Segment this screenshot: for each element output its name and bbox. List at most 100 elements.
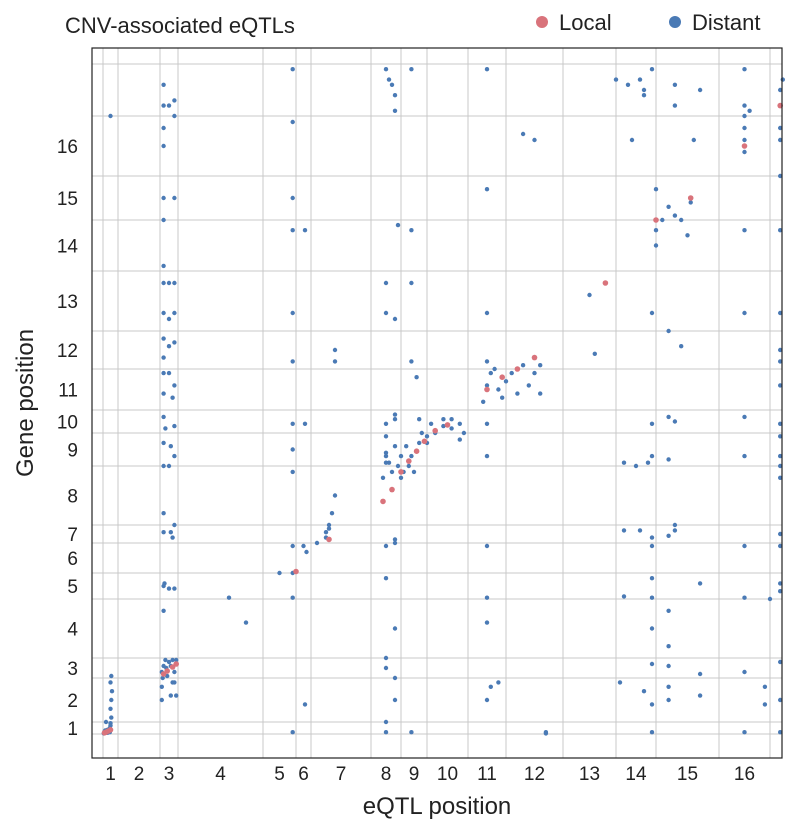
distant-eqtl-point [411, 469, 417, 475]
distant-eqtl-point [383, 460, 389, 465]
distant-eqtl-point [161, 440, 166, 446]
y-axis-label: Gene position [12, 329, 39, 477]
local-eqtl-point [741, 143, 748, 149]
distant-eqtl-point [161, 511, 166, 516]
local-eqtl-point [444, 422, 451, 428]
distant-eqtl-point [778, 434, 783, 439]
distant-eqtl-point [332, 347, 338, 353]
distant-eqtl-point [742, 669, 747, 675]
distant-eqtl-point [392, 697, 398, 703]
distant-eqtl-point [326, 526, 332, 531]
distant-eqtl-point [161, 463, 166, 469]
distant-eqtl-point [649, 310, 655, 316]
distant-eqtl-point [679, 217, 684, 223]
distant-eqtl-point [621, 528, 627, 533]
distant-eqtl-point [742, 414, 747, 420]
distant-eqtl-point [649, 702, 655, 707]
distant-eqtl-point [161, 125, 166, 131]
distant-eqtl-point [672, 522, 678, 528]
distant-eqtl-point [383, 730, 389, 735]
data-points [101, 67, 785, 736]
distant-eqtl-point [641, 689, 647, 694]
distant-eqtl-point [666, 457, 671, 462]
legend-marker-distant [669, 16, 681, 28]
distant-eqtl-point [389, 82, 395, 88]
local-eqtl-point [293, 568, 299, 575]
distant-eqtl-point [170, 535, 175, 540]
distant-eqtl-point [778, 359, 783, 364]
distant-eqtl-point [672, 419, 678, 424]
distant-eqtl-point [666, 684, 671, 689]
distant-eqtl-point [172, 280, 177, 286]
distant-eqtl-point [649, 626, 655, 631]
distant-eqtl-point [161, 82, 166, 88]
local-eqtl-point [653, 217, 659, 223]
distant-eqtl-point [697, 581, 703, 586]
distant-eqtl-point [484, 620, 490, 625]
distant-eqtl-point [637, 77, 643, 82]
distant-eqtl-point [441, 417, 446, 422]
distant-eqtl-point [392, 108, 398, 114]
distant-eqtl-point [172, 586, 177, 591]
distant-eqtl-point [398, 475, 404, 480]
y-tick-label: 7 [67, 525, 78, 546]
distant-eqtl-point [383, 665, 389, 671]
local-eqtl-point [514, 366, 521, 372]
x-axis-label: eQTL position [363, 793, 512, 819]
distant-eqtl-point [162, 581, 167, 586]
local-eqtl-point [164, 668, 170, 674]
distant-eqtl-point [621, 460, 627, 465]
distant-eqtl-point [290, 359, 295, 364]
distant-eqtl-point [392, 444, 398, 449]
distant-eqtl-point [163, 426, 168, 431]
distant-eqtl-point [383, 280, 389, 286]
distant-eqtl-point [532, 137, 537, 143]
distant-eqtl-point [526, 383, 531, 388]
distant-eqtl-point [166, 103, 172, 108]
distant-eqtl-point [649, 576, 655, 581]
distant-eqtl-point [170, 395, 175, 400]
distant-eqtl-point [414, 375, 419, 380]
x-tick-label: 6 [298, 764, 309, 785]
x-tick-label: 9 [409, 764, 420, 785]
y-tick-label: 12 [57, 341, 78, 362]
distant-eqtl-point [617, 680, 623, 685]
x-tick-label: 14 [625, 764, 647, 785]
distant-eqtl-point [449, 426, 454, 431]
distant-eqtl-point [277, 570, 282, 576]
distant-eqtl-point [161, 280, 166, 286]
distant-eqtl-point [172, 340, 177, 345]
x-tick-label: 13 [579, 764, 600, 785]
distant-eqtl-point [302, 228, 308, 233]
legend: Local Distant [536, 10, 760, 35]
distant-eqtl-point [168, 444, 173, 449]
distant-eqtl-point [392, 417, 398, 422]
distant-eqtl-point [168, 530, 173, 535]
distant-eqtl-point [488, 370, 493, 376]
distant-eqtl-point [649, 543, 655, 549]
y-tick-label: 16 [57, 137, 78, 158]
distant-eqtl-point [492, 366, 497, 372]
distant-eqtl-point [383, 434, 389, 439]
distant-eqtl-point [172, 522, 177, 528]
local-eqtl-point [421, 438, 428, 445]
distant-eqtl-point [417, 440, 422, 446]
plot-frame [91, 47, 783, 759]
local-eqtl-point [602, 280, 609, 286]
x-tick-label: 2 [134, 764, 145, 785]
distant-eqtl-point [428, 421, 434, 426]
distant-eqtl-point [161, 391, 166, 396]
y-tick-label: 14 [57, 237, 79, 258]
distant-eqtl-point [672, 213, 678, 218]
y-tick-label: 13 [57, 292, 78, 313]
local-eqtl-point [499, 374, 506, 381]
distant-eqtl-point [613, 77, 619, 82]
distant-eqtl-point [172, 453, 177, 459]
distant-eqtl-point [409, 730, 414, 735]
distant-eqtl-point [778, 173, 783, 179]
distant-eqtl-point [742, 103, 747, 108]
x-tick-label: 11 [477, 764, 497, 785]
distant-eqtl-point [174, 657, 179, 663]
distant-eqtl-point [762, 684, 768, 689]
